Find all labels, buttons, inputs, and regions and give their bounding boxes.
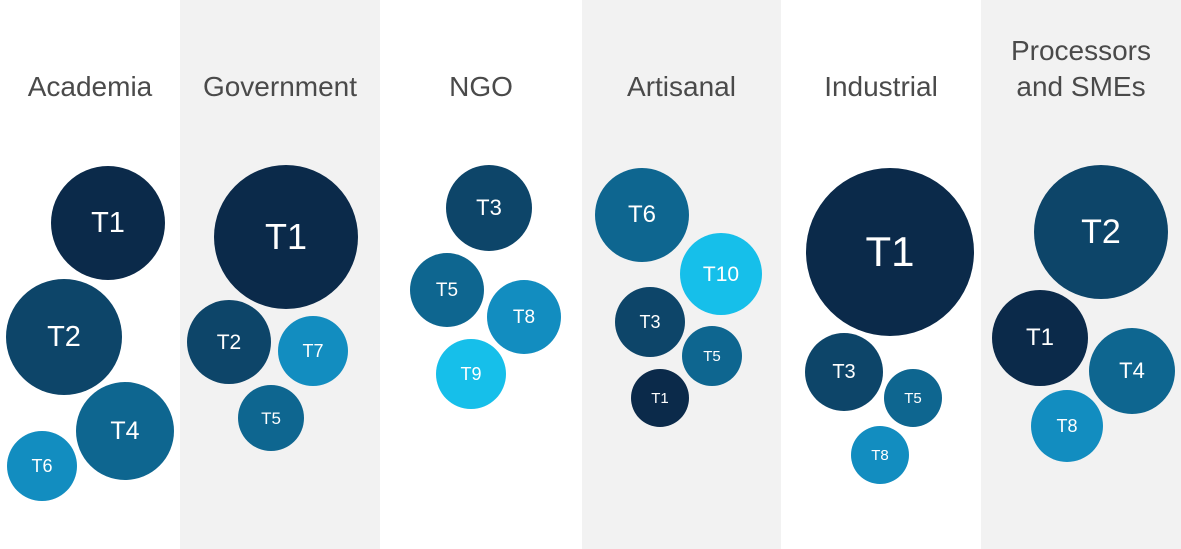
bubble-t5: T5 <box>884 369 942 427</box>
column-title-line: Processors <box>1010 35 1152 66</box>
bubble-t1: T1 <box>992 290 1088 386</box>
bubble-t5: T5 <box>238 385 304 451</box>
bubble-t1: T1 <box>51 166 165 280</box>
column-title: Industrial <box>781 0 981 105</box>
column-industrial: Industrial <box>781 0 981 549</box>
bubble-t1: T1 <box>631 369 689 427</box>
bubble-t10: T10 <box>680 233 762 315</box>
column-title-line: and SMEs <box>1016 71 1146 102</box>
column-title: Government <box>180 0 380 105</box>
column-title: Artisanal <box>582 0 781 105</box>
column-title-line: Industrial <box>824 71 938 102</box>
column-title-line: Academia <box>27 71 153 102</box>
column-title-line: NGO <box>449 71 513 102</box>
bubble-t4: T4 <box>1089 328 1175 414</box>
bubble-t5: T5 <box>682 326 742 386</box>
column-title: NGO <box>380 0 582 105</box>
column-title: Academia <box>0 0 180 105</box>
bubble-t3: T3 <box>446 165 532 251</box>
column-title-line: Artisanal <box>627 71 736 102</box>
column-ngo: NGO <box>380 0 582 549</box>
column-academia: Academia <box>0 0 180 549</box>
bubble-t8: T8 <box>1031 390 1103 462</box>
bubble-t6: T6 <box>595 168 689 262</box>
bubble-t4: T4 <box>76 382 174 480</box>
bubble-t2: T2 <box>6 279 122 395</box>
bubble-t1: T1 <box>806 168 974 336</box>
bubble-t8: T8 <box>851 426 909 484</box>
bubble-t2: T2 <box>187 300 271 384</box>
column-title: Processors and SMEs <box>981 0 1181 105</box>
column-title-line: Government <box>202 71 358 102</box>
bubble-t7: T7 <box>278 316 348 386</box>
bubble-t1: T1 <box>214 165 358 309</box>
bubble-t3: T3 <box>615 287 685 357</box>
bubble-t6: T6 <box>7 431 77 501</box>
bubble-t9: T9 <box>436 339 506 409</box>
bubble-t5: T5 <box>410 253 484 327</box>
bubble-t2: T2 <box>1034 165 1168 299</box>
bubble-t3: T3 <box>805 333 883 411</box>
bubble-t8: T8 <box>487 280 561 354</box>
